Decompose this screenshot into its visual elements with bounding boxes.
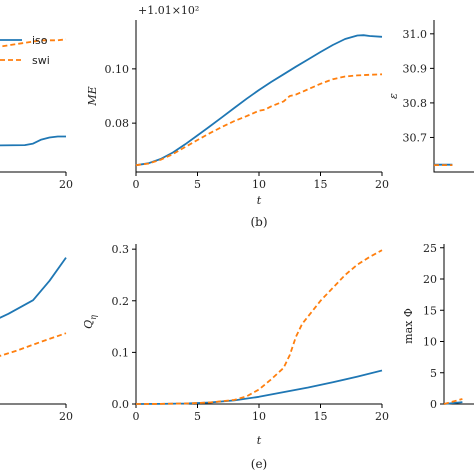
panel-c-y-ticks: 30.7 30.8 30.9 31.0 — [403, 28, 434, 144]
panel-b-x-label: t — [257, 194, 262, 207]
panel-e-x-tick-label: 0 — [133, 410, 140, 423]
panel-b-axes — [135, 20, 382, 173]
panel-b-x-tick-label: 20 — [375, 178, 389, 191]
panel-b-line-swi — [135, 73, 383, 167]
panel-b: +1.01×10² 0 5 10 15 20 0.08 0.10 t ME (b) — [86, 4, 389, 229]
panel-b-y-tick-label: 0.10 — [105, 63, 130, 76]
panel-f-lines — [443, 398, 463, 405]
panel-d-x-tick-label: 20 — [59, 410, 73, 423]
panel-f-y-label: max Φ — [402, 308, 415, 344]
panel-b-x-tick-label: 0 — [133, 178, 140, 191]
panel-a-line-iso — [0, 135, 66, 147]
panel-e-y-tick-label: 0.1 — [112, 346, 130, 359]
panel-b-y-label: ME — [86, 86, 99, 106]
panel-e-y-tick-label: 0.3 — [112, 243, 130, 256]
panel-e-lines — [135, 249, 383, 405]
panel-c-y-tick-label: 30.7 — [403, 131, 428, 144]
panel-f-line-swi — [443, 398, 463, 405]
panel-f-axes — [443, 244, 474, 405]
panel-b-line-iso — [135, 34, 383, 167]
panel-a-x-tick-label: 20 — [59, 178, 73, 191]
panel-b-x-tick-label: 15 — [314, 178, 328, 191]
panel-e-y-tick-label: 0.0 — [112, 398, 130, 411]
legend-label-swi: swi — [32, 54, 50, 67]
panel-c-y-label: ε — [387, 93, 400, 99]
panel-b-caption: (b) — [250, 215, 267, 229]
panel-e-y-tick-label: 0.2 — [112, 295, 130, 308]
panel-f-y-tick-label: 0 — [430, 398, 437, 411]
panel-b-x-ticks: 0 5 10 15 20 — [133, 172, 389, 191]
panel-c-axes — [433, 20, 474, 173]
panel-d-line-iso — [0, 257, 67, 319]
panel-e-line-swi — [135, 249, 383, 405]
panel-e-x-ticks: 0 5 10 15 20 — [133, 404, 389, 423]
panel-c-y-tick-label: 30.8 — [403, 97, 428, 110]
panel-f-y-tick-label: 5 — [430, 367, 437, 380]
panel-c-y-tick-label: 30.9 — [403, 62, 428, 75]
panel-d-lines — [0, 257, 67, 357]
panel-f-partial: 0 5 10 15 20 25 max Φ — [402, 242, 474, 411]
panel-e-x-tick-label: 10 — [252, 410, 266, 423]
panel-e-x-tick-label: 15 — [314, 410, 328, 423]
panel-e-line-iso — [135, 369, 383, 405]
panel-e-y-ticks: 0.0 0.1 0.2 0.3 — [112, 243, 136, 411]
panel-f-y-tick-label: 20 — [423, 273, 437, 286]
panel-e-x-tick-label: 5 — [194, 410, 201, 423]
panel-e-caption: (e) — [251, 457, 267, 471]
panel-b-offset-label: +1.01×10² — [138, 4, 199, 17]
panel-f-y-ticks: 0 5 10 15 20 25 — [423, 242, 444, 411]
legend: iso swi — [0, 34, 50, 67]
panel-f-y-tick-label: 25 — [423, 242, 437, 255]
legend-label-iso: iso — [32, 34, 48, 47]
panel-e-y-label-main: Q — [82, 320, 95, 329]
panel-c-partial: 30.7 30.8 30.9 31.0 ε — [387, 20, 474, 173]
panel-c-y-tick-label: 31.0 — [403, 28, 428, 41]
panel-e-y-label-sub: η — [89, 315, 98, 320]
panel-f-y-tick-label: 15 — [423, 304, 437, 317]
panel-b-x-tick-label: 10 — [252, 178, 266, 191]
panel-e: 0 5 10 15 20 0.0 0.1 0.2 0.3 t Qη (e) — [82, 243, 389, 471]
panel-e-x-tick-label: 20 — [375, 410, 389, 423]
panel-d-line-swi — [0, 332, 67, 357]
panel-f-y-tick-label: 10 — [423, 336, 437, 349]
panel-b-y-tick-label: 0.08 — [105, 117, 130, 130]
panel-b-x-tick-label: 5 — [194, 178, 201, 191]
panel-b-lines — [135, 34, 383, 167]
panel-a-lines — [0, 38, 67, 147]
panel-e-y-label: Qη — [82, 315, 98, 329]
panel-b-y-ticks: 0.08 0.10 — [105, 63, 136, 130]
panel-e-x-label: t — [257, 434, 262, 447]
